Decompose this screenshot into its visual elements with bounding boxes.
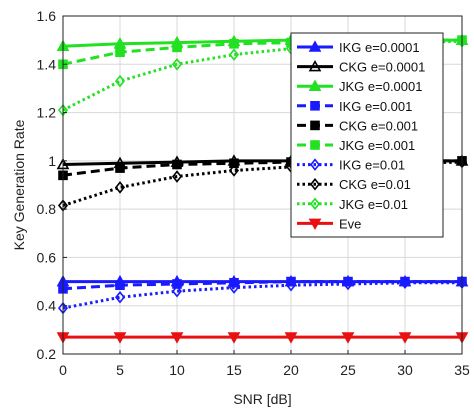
- data-point: [115, 163, 125, 173]
- data-point: [171, 170, 183, 183]
- data-point: [285, 278, 297, 292]
- data-point: [170, 332, 184, 344]
- x-tick-label: 35: [454, 362, 470, 378]
- legend-entry: JKG e=0.01: [297, 197, 408, 212]
- data-point: [229, 38, 239, 49]
- series-line: [62, 159, 462, 177]
- legend-marker: [308, 218, 322, 231]
- y-tick-label: 0.2: [37, 346, 57, 362]
- legend-label: JKG e=0.01: [339, 197, 408, 212]
- data-point: [171, 58, 183, 71]
- series-9: [56, 332, 469, 344]
- legend-label: JKG e=0.0001: [339, 79, 422, 94]
- legend-label: IKG e=0.0001: [339, 40, 420, 55]
- data-point: [171, 284, 183, 298]
- y-tick-label: 1.4: [37, 56, 57, 72]
- data-point: [229, 158, 239, 169]
- legend-entry: CKG e=0.001: [297, 118, 418, 133]
- legend: IKG e=0.0001 CKG e=0.0001 JKG e=0.0001 IKG …: [290, 32, 444, 238]
- y-axis-label: Key Generation Rate: [11, 119, 27, 250]
- legend-marker: [308, 40, 322, 52]
- x-tick-label: 5: [116, 362, 124, 378]
- legend-marker: [310, 140, 320, 150]
- legend-marker: [308, 79, 322, 91]
- legend-marker: [309, 197, 321, 211]
- legend-label: Eve: [339, 216, 361, 231]
- data-point: [343, 276, 353, 287]
- data-point: [172, 42, 182, 53]
- legend-entry: CKG e=0.01: [297, 177, 411, 192]
- x-tick-label: 15: [226, 362, 242, 378]
- legend-marker: [309, 158, 321, 171]
- data-point: [172, 279, 182, 289]
- legend-entry: CKG e=0.0001: [297, 60, 425, 75]
- legend-label: JKG e=0.001: [339, 138, 415, 153]
- data-point: [115, 47, 125, 58]
- legend-entry: IKG e=0.01: [297, 158, 405, 173]
- x-axis-label: SNR [dB]: [233, 391, 291, 407]
- legend-entry: IKG e=0.0001: [297, 40, 420, 55]
- y-tick-label: 0.6: [37, 249, 57, 265]
- y-tick-label: 0.8: [37, 201, 57, 217]
- legend-label: CKG e=0.01: [339, 177, 411, 192]
- series-line: [62, 38, 462, 66]
- data-point: [342, 277, 354, 291]
- y-tick-label: 0.4: [37, 298, 57, 314]
- data-point: [286, 276, 296, 287]
- data-point: [284, 332, 298, 344]
- legend-marker: [309, 177, 321, 191]
- legend-entry: JKG e=0.001: [297, 138, 415, 153]
- plot-frame: [62, 15, 463, 355]
- data-point: [228, 164, 240, 177]
- data-point: [114, 181, 126, 194]
- ticks: 0 5 10 15 20 25 30 35 0.2 0.4 0.6 0.8 1 1.2 1.4 1.6: [37, 8, 470, 378]
- data-point: [398, 332, 412, 344]
- data-point: [228, 281, 240, 294]
- data-point: [114, 290, 126, 304]
- series-line: [62, 280, 462, 291]
- legend-marker: [310, 101, 320, 111]
- data-point: [227, 332, 241, 344]
- data-point: [228, 48, 240, 61]
- legend-marker: [308, 59, 322, 72]
- legend-label: CKG e=0.001: [339, 118, 418, 133]
- data-point: [172, 159, 182, 170]
- legend-entry: JKG e=0.0001: [297, 79, 422, 94]
- data-point: [341, 332, 355, 344]
- x-tick-label: 25: [340, 362, 356, 378]
- data-point: [399, 276, 411, 290]
- legend-entry: IKG e=0.001: [297, 99, 412, 114]
- data-point: [113, 332, 127, 344]
- legend-label: IKG e=0.001: [339, 99, 412, 114]
- y-tick-label: 1.6: [37, 8, 57, 24]
- legend-entry: Eve: [297, 216, 361, 231]
- legend-label: CKG e=0.0001: [339, 60, 425, 75]
- y-tick-label: 1.2: [37, 105, 57, 121]
- legend-marker: [310, 120, 320, 131]
- x-tick-label: 30: [397, 362, 413, 378]
- y-tick-label: 1: [48, 153, 56, 169]
- x-tick-label: 10: [169, 362, 185, 378]
- x-tick-label: 20: [283, 362, 299, 378]
- series-line: [62, 281, 462, 310]
- legend-label: IKG e=0.01: [339, 158, 405, 173]
- data-point: [115, 280, 125, 290]
- data-point: [114, 74, 126, 88]
- x-tick-label: 0: [59, 362, 67, 378]
